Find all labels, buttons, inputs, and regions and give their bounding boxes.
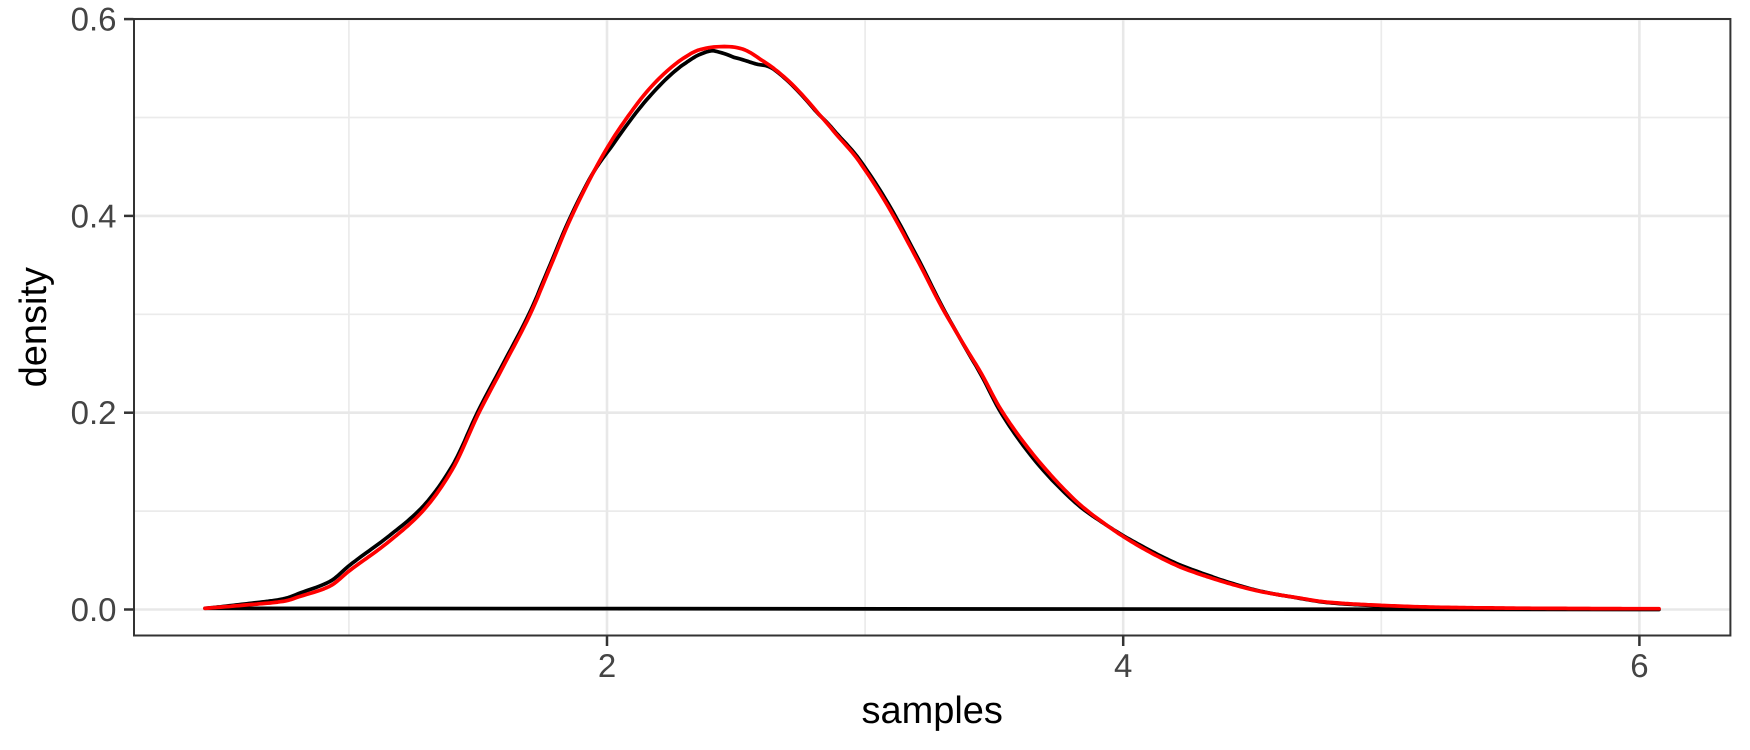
svg-text:2: 2	[598, 647, 616, 684]
svg-text:0.4: 0.4	[71, 197, 117, 234]
svg-text:density: density	[13, 267, 55, 387]
svg-text:0.2: 0.2	[71, 394, 117, 431]
svg-text:0.0: 0.0	[71, 591, 117, 628]
svg-text:6: 6	[1630, 647, 1648, 684]
svg-text:samples: samples	[861, 690, 1003, 732]
svg-text:4: 4	[1114, 647, 1132, 684]
svg-text:0.6: 0.6	[71, 1, 117, 38]
